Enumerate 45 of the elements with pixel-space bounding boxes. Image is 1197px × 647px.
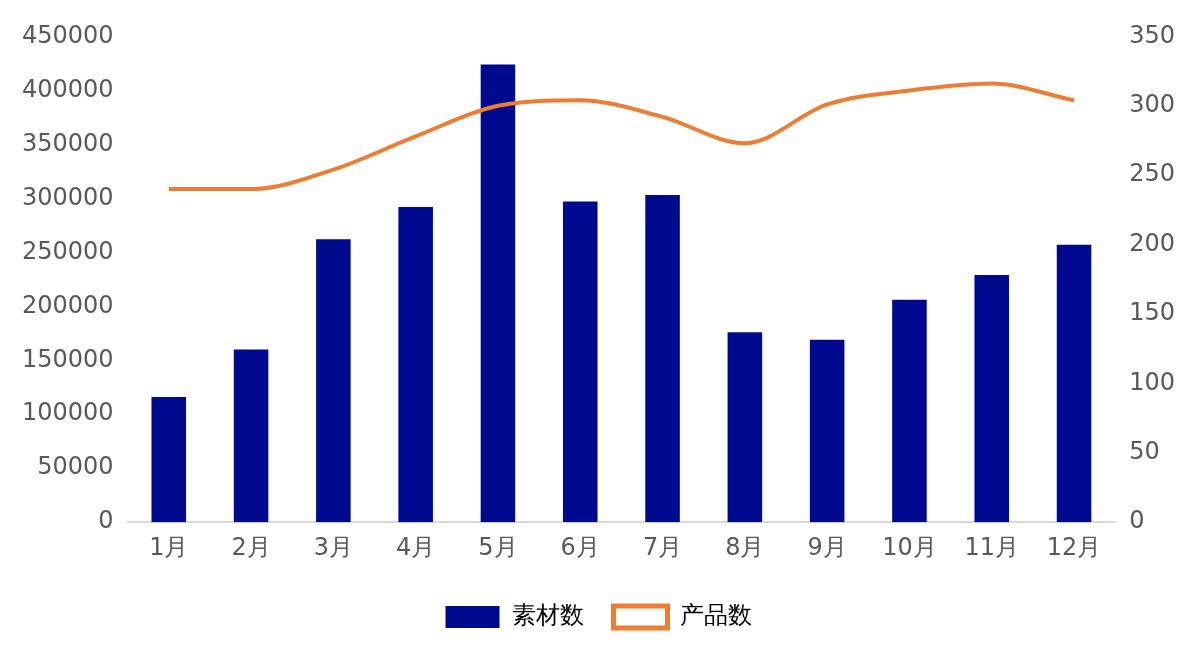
bar [645, 195, 680, 523]
x-tick-label: 10月 [882, 532, 937, 561]
y-tick-label: 200000 [21, 290, 114, 319]
x-tick-label: 6月 [560, 532, 600, 561]
bar [398, 206, 433, 523]
x-tick-label: 5月 [478, 532, 518, 561]
y2-tick-label: 0 [1129, 506, 1145, 535]
y2-tick-label: 150 [1129, 298, 1175, 327]
x-tick-label: 9月 [807, 532, 847, 561]
bar [974, 274, 1010, 523]
y-tick-label: 450000 [21, 20, 114, 49]
y-tick-label: 150000 [21, 344, 114, 373]
x-tick-label: 8月 [725, 532, 765, 561]
y-tick-label: 400000 [21, 74, 114, 103]
x-tick-label: 7月 [642, 532, 683, 561]
bar [1056, 244, 1092, 523]
bar [892, 299, 927, 523]
y2-tick-label: 200 [1129, 228, 1175, 257]
x-tick-label: 11月 [964, 532, 1020, 561]
y-tick-label: 0 [98, 506, 114, 535]
bar [151, 396, 187, 523]
y-tick-label: 250000 [21, 236, 114, 265]
legend-label: 素材数 [511, 601, 584, 630]
bar [480, 64, 516, 523]
y2-tick-label: 350 [1129, 20, 1175, 49]
y2-tick-label: 100 [1129, 367, 1175, 396]
y2-tick-label: 50 [1129, 437, 1160, 466]
bar [316, 239, 351, 523]
y-tick-label: 100000 [21, 398, 114, 427]
y-tick-label: 300000 [21, 182, 114, 211]
x-tick-label: 1月 [149, 532, 189, 561]
bar [727, 332, 763, 523]
y2-tick-label: 250 [1129, 159, 1175, 188]
bar [562, 201, 598, 523]
y2-tick-label: 300 [1129, 90, 1175, 119]
bar [809, 339, 845, 523]
bar [233, 349, 269, 523]
x-tick-label: 12月 [1046, 532, 1102, 561]
legend-label: 产品数 [679, 601, 752, 630]
x-tick-label: 2月 [231, 532, 271, 561]
line-series [166, 81, 1077, 192]
x-tick-label: 4月 [396, 532, 436, 561]
y-tick-label: 50000 [37, 452, 114, 481]
x-tick-label: 3月 [313, 532, 353, 561]
y-tick-label: 350000 [21, 128, 114, 157]
